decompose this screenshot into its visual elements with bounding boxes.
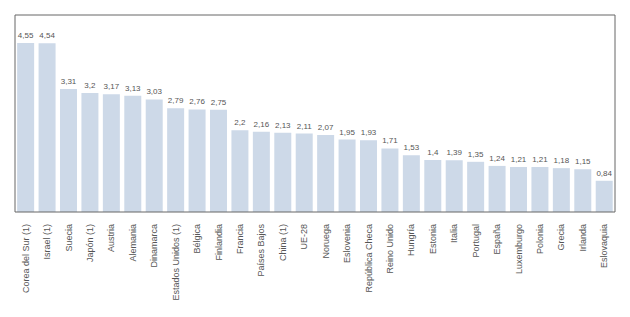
svg-text:1,53: 1,53 xyxy=(404,143,420,152)
svg-text:1,15: 1,15 xyxy=(575,157,591,166)
svg-text:2,79: 2,79 xyxy=(168,96,184,105)
svg-text:1,24: 1,24 xyxy=(489,154,505,163)
svg-text:4,55: 4,55 xyxy=(18,31,34,40)
svg-text:Dinamarca: Dinamarca xyxy=(149,224,159,268)
svg-text:Bélgica: Bélgica xyxy=(192,224,202,254)
svg-text:UE-28: UE-28 xyxy=(299,224,309,250)
svg-text:1,21: 1,21 xyxy=(511,155,527,164)
svg-text:Corea del Sur (1): Corea del Sur (1) xyxy=(21,224,31,293)
svg-text:2,13: 2,13 xyxy=(275,121,291,130)
svg-text:1,35: 1,35 xyxy=(468,150,484,159)
svg-text:2,11: 2,11 xyxy=(297,122,313,131)
svg-text:Suecia: Suecia xyxy=(64,224,74,252)
svg-text:1,21: 1,21 xyxy=(532,155,548,164)
svg-text:4,54: 4,54 xyxy=(39,31,55,40)
svg-text:Portugal: Portugal xyxy=(471,224,481,258)
svg-text:Italia: Italia xyxy=(449,224,459,243)
svg-text:2,75: 2,75 xyxy=(211,98,227,107)
svg-text:2,16: 2,16 xyxy=(254,120,270,129)
svg-text:Austria: Austria xyxy=(106,224,116,252)
svg-text:2,07: 2,07 xyxy=(318,123,334,132)
svg-text:1,4: 1,4 xyxy=(427,148,439,157)
svg-text:Eslovaquia: Eslovaquia xyxy=(599,224,609,268)
svg-text:3,17: 3,17 xyxy=(104,82,120,91)
svg-text:Polonia: Polonia xyxy=(535,224,545,254)
svg-text:1,93: 1,93 xyxy=(361,128,377,137)
svg-text:1,39: 1,39 xyxy=(446,148,462,157)
svg-text:Japón (1): Japón (1) xyxy=(85,224,95,262)
svg-text:3,13: 3,13 xyxy=(125,84,141,93)
svg-text:Reino Unido: Reino Unido xyxy=(385,224,395,274)
svg-text:Alemania: Alemania xyxy=(128,224,138,262)
svg-text:Eslovenia: Eslovenia xyxy=(342,224,352,263)
svg-text:Estados Unidos (1): Estados Unidos (1) xyxy=(171,224,181,301)
svg-text:Estonia: Estonia xyxy=(428,224,438,254)
svg-text:1,71: 1,71 xyxy=(382,136,398,145)
svg-text:Grecia: Grecia xyxy=(556,224,566,251)
svg-text:Países Bajos: Países Bajos xyxy=(256,224,266,277)
svg-text:2,76: 2,76 xyxy=(189,97,205,106)
svg-text:2,2: 2,2 xyxy=(234,118,246,127)
svg-text:Noruega: Noruega xyxy=(321,224,331,259)
svg-text:Irlanda: Irlanda xyxy=(578,224,588,252)
svg-text:China (1): China (1) xyxy=(278,224,288,261)
svg-text:Francia: Francia xyxy=(235,224,245,254)
svg-text:República Checa: República Checa xyxy=(364,224,374,293)
svg-text:0,84: 0,84 xyxy=(596,169,612,178)
svg-text:Hungría: Hungría xyxy=(406,224,416,256)
svg-text:3,03: 3,03 xyxy=(146,87,162,96)
svg-text:Israel (1): Israel (1) xyxy=(42,224,52,260)
svg-text:1,18: 1,18 xyxy=(554,156,570,165)
svg-text:Luxemburgo: Luxemburgo xyxy=(514,224,524,274)
svg-text:1,95: 1,95 xyxy=(339,128,355,137)
svg-text:España: España xyxy=(492,224,502,255)
svg-text:3,2: 3,2 xyxy=(84,81,96,90)
svg-text:Finlandia: Finlandia xyxy=(214,224,224,261)
svg-text:3,31: 3,31 xyxy=(61,77,77,86)
